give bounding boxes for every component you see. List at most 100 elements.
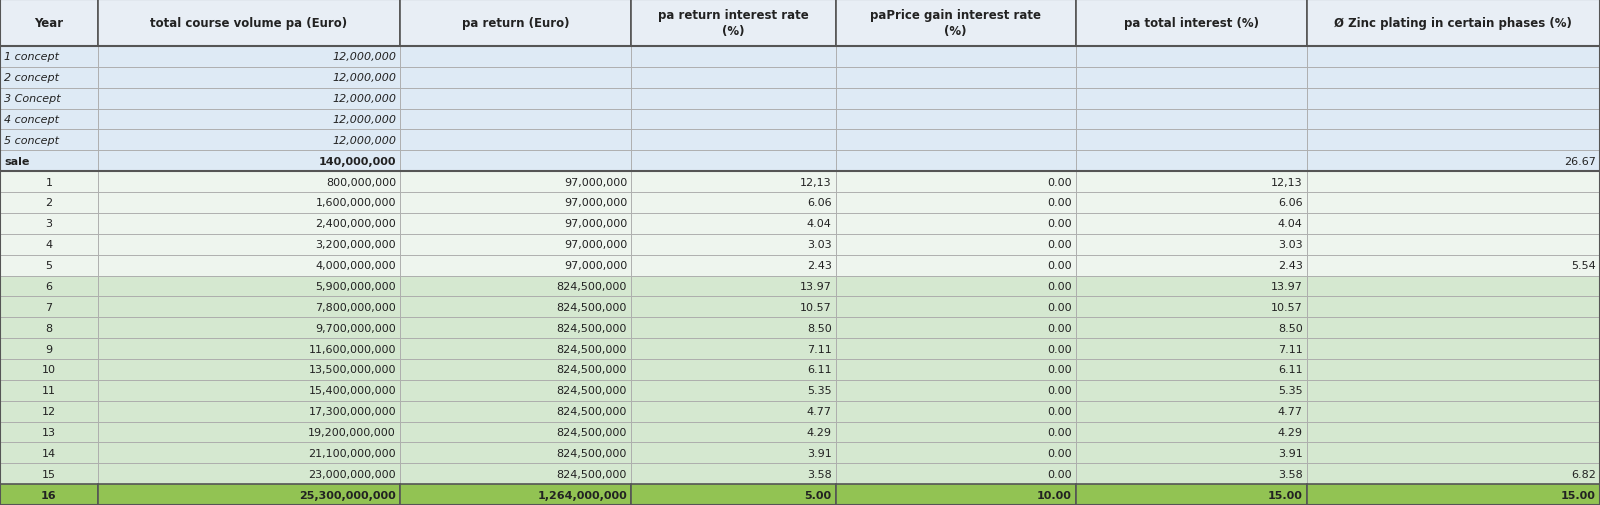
Bar — [835, 130, 1075, 151]
Bar — [0, 401, 98, 422]
Text: 1 concept: 1 concept — [3, 53, 59, 62]
Text: 25,300,000,000: 25,300,000,000 — [299, 490, 397, 499]
Bar — [835, 172, 1075, 193]
Bar — [630, 276, 835, 297]
Bar — [400, 234, 630, 255]
Text: 4: 4 — [45, 240, 53, 249]
Text: 824,500,000: 824,500,000 — [557, 323, 627, 333]
Text: 1,600,000,000: 1,600,000,000 — [315, 198, 397, 208]
Text: 5 concept: 5 concept — [3, 136, 59, 145]
Text: 12: 12 — [42, 407, 56, 416]
Text: 12,13: 12,13 — [800, 177, 832, 187]
Bar — [835, 318, 1075, 338]
Bar — [98, 0, 400, 47]
Bar — [1075, 484, 1307, 505]
Bar — [835, 380, 1075, 401]
Text: 4.77: 4.77 — [806, 407, 832, 416]
Text: 12,000,000: 12,000,000 — [333, 115, 397, 125]
Bar — [1075, 68, 1307, 88]
Text: Ø Zinc plating in certain phases (%): Ø Zinc plating in certain phases (%) — [1334, 17, 1573, 30]
Bar — [98, 297, 400, 318]
Text: 10.57: 10.57 — [800, 302, 832, 312]
Text: 1,264,000,000: 1,264,000,000 — [538, 490, 627, 499]
Text: 6: 6 — [45, 281, 53, 291]
Bar — [630, 130, 835, 151]
Bar — [1307, 214, 1600, 234]
Bar — [1075, 318, 1307, 338]
Text: 800,000,000: 800,000,000 — [326, 177, 397, 187]
Bar — [835, 193, 1075, 214]
Bar — [1307, 110, 1600, 130]
Text: 0.00: 0.00 — [1046, 177, 1072, 187]
Bar — [98, 214, 400, 234]
Text: 21,100,000,000: 21,100,000,000 — [309, 448, 397, 458]
Text: 4 concept: 4 concept — [3, 115, 59, 125]
Text: 4.04: 4.04 — [1278, 219, 1302, 229]
Bar — [630, 234, 835, 255]
Bar — [630, 88, 835, 110]
Bar — [1075, 255, 1307, 276]
Bar — [630, 401, 835, 422]
Bar — [1307, 68, 1600, 88]
Bar — [0, 68, 98, 88]
Text: 6.11: 6.11 — [1278, 365, 1302, 375]
Bar — [400, 214, 630, 234]
Text: 6.82: 6.82 — [1571, 469, 1597, 479]
Bar — [0, 234, 98, 255]
Bar — [835, 276, 1075, 297]
Bar — [1307, 234, 1600, 255]
Text: 7,800,000,000: 7,800,000,000 — [315, 302, 397, 312]
Text: 8.50: 8.50 — [1278, 323, 1302, 333]
Bar — [0, 214, 98, 234]
Bar — [1307, 130, 1600, 151]
Bar — [630, 151, 835, 172]
Text: 2.43: 2.43 — [806, 261, 832, 271]
Text: 0.00: 0.00 — [1046, 219, 1072, 229]
Text: 5,900,000,000: 5,900,000,000 — [315, 281, 397, 291]
Bar — [0, 318, 98, 338]
Text: 11,600,000,000: 11,600,000,000 — [309, 344, 397, 354]
Text: 4.04: 4.04 — [806, 219, 832, 229]
Bar — [98, 130, 400, 151]
Bar — [630, 0, 835, 47]
Bar — [630, 297, 835, 318]
Bar — [1307, 88, 1600, 110]
Bar — [98, 68, 400, 88]
Bar — [98, 359, 400, 380]
Bar — [0, 255, 98, 276]
Bar — [98, 464, 400, 484]
Text: 97,000,000: 97,000,000 — [563, 198, 627, 208]
Bar — [0, 172, 98, 193]
Bar — [400, 442, 630, 464]
Text: 4,000,000,000: 4,000,000,000 — [315, 261, 397, 271]
Bar — [400, 401, 630, 422]
Bar — [400, 88, 630, 110]
Bar — [1075, 110, 1307, 130]
Text: 3.91: 3.91 — [806, 448, 832, 458]
Bar — [1075, 234, 1307, 255]
Bar — [835, 0, 1075, 47]
Bar — [1075, 47, 1307, 68]
Text: 824,500,000: 824,500,000 — [557, 385, 627, 395]
Bar — [630, 255, 835, 276]
Bar — [1075, 130, 1307, 151]
Bar — [1307, 338, 1600, 359]
Bar — [835, 234, 1075, 255]
Text: 9,700,000,000: 9,700,000,000 — [315, 323, 397, 333]
Bar — [400, 172, 630, 193]
Bar — [0, 110, 98, 130]
Bar — [835, 297, 1075, 318]
Bar — [1075, 464, 1307, 484]
Bar — [400, 297, 630, 318]
Bar — [630, 359, 835, 380]
Bar — [98, 422, 400, 442]
Bar — [400, 380, 630, 401]
Bar — [0, 193, 98, 214]
Bar — [630, 464, 835, 484]
Bar — [400, 422, 630, 442]
Text: 10.57: 10.57 — [1270, 302, 1302, 312]
Text: 26.67: 26.67 — [1565, 157, 1597, 167]
Bar — [630, 484, 835, 505]
Bar — [1307, 0, 1600, 47]
Bar — [835, 464, 1075, 484]
